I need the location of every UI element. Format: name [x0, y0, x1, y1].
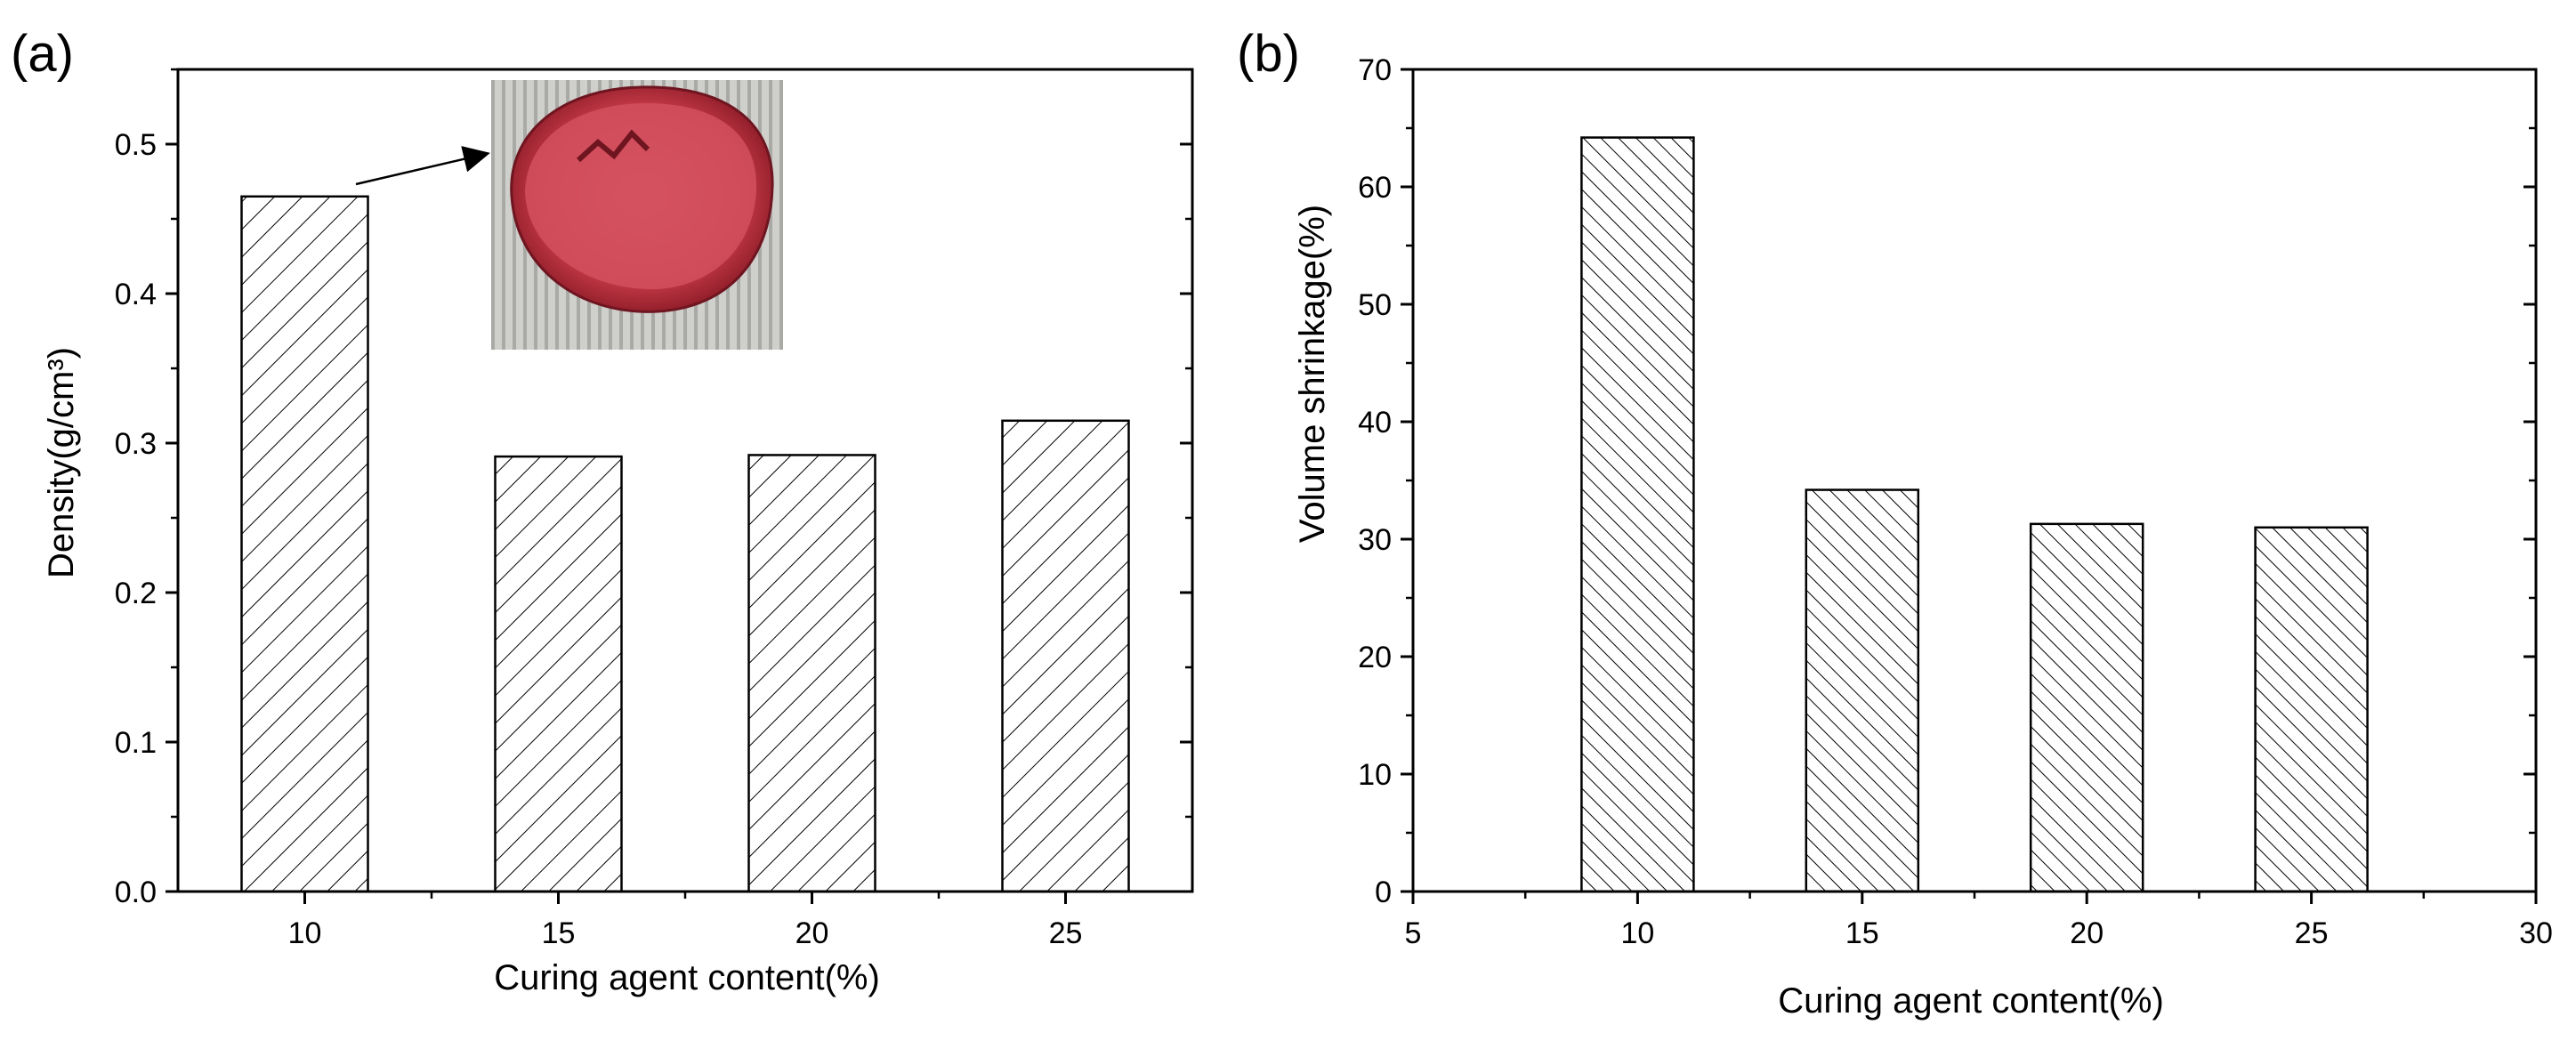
x-tick-label-b: 15: [1845, 916, 1879, 950]
bars-a: [240, 195, 1130, 893]
bar-15: [494, 455, 623, 893]
sample-crack: [576, 129, 650, 163]
bar-20: [747, 454, 876, 893]
y-axis-title-a: Density(g/cm³): [42, 347, 81, 578]
panel-a: (a) 0.0 0.1 0.2 0.3 0.4 0.5 10 15 20 25 Curing ag…: [11, 25, 1194, 997]
y-tick-label-a: 0.5: [115, 128, 157, 162]
y-axis-title-b: Volume shrinkage(%): [1293, 205, 1332, 543]
y-tick-label-b: 70: [1358, 53, 1392, 87]
bars-b: [1580, 136, 2369, 893]
x-axis-title-b: Curing agent content(%): [1778, 981, 2164, 1021]
inset-arrow: [355, 146, 490, 186]
x-tick-label-a: 20: [795, 916, 829, 950]
bar-20: [2029, 522, 2144, 893]
bar-10: [1580, 136, 1695, 893]
y-tick-label-a: 0.1: [115, 726, 157, 760]
sample-bowl-rim: [525, 102, 757, 290]
panel-label-b: (b): [1237, 25, 1300, 83]
x-tick-label-a: 25: [1049, 916, 1083, 950]
axes-a: 0.0 0.1 0.2 0.3 0.4 0.5 10 15 20 25: [115, 68, 1194, 950]
bar-15: [1805, 488, 1920, 893]
y-tick-label-b: 30: [1358, 523, 1392, 557]
y-tick-label-b: 20: [1358, 641, 1392, 674]
bar-25: [1001, 419, 1130, 893]
y-tick-label-b: 40: [1358, 406, 1392, 440]
x-tick-label-b: 20: [2070, 916, 2104, 950]
x-tick-label-b: 5: [1405, 916, 1422, 950]
y-tick-label-b: 0: [1375, 876, 1392, 909]
y-tick-label-a: 0.0: [115, 876, 157, 909]
x-tick-label-b: 25: [2295, 916, 2329, 950]
panel-label-a: (a): [11, 25, 74, 83]
x-tick-label-b: 10: [1620, 916, 1654, 950]
x-tick-label-a: 10: [288, 916, 322, 950]
y-tick-label-b: 10: [1358, 758, 1392, 792]
y-tick-label-b: 50: [1358, 288, 1392, 322]
y-tick-label-a: 0.3: [115, 427, 157, 461]
y-tick-label-b: 60: [1358, 171, 1392, 205]
y-tick-label-a: 0.4: [115, 278, 157, 311]
x-tick-label-a: 15: [542, 916, 576, 950]
inset-photo: [355, 80, 783, 350]
bar-25: [2254, 526, 2369, 893]
axes-b: 0 10 20 30 40 50 60 70 5 10 15 20 25 30: [1358, 53, 2553, 950]
x-axis-title-a: Curing agent content(%): [494, 958, 880, 997]
x-tick-label-b: 30: [2519, 916, 2553, 950]
panel-b: (b) 0 10 20 30 40 50 60 70 5 10 15 20 25 30 Curing ag…: [1237, 25, 2553, 1021]
bar-10: [240, 195, 369, 893]
y-tick-label-a: 0.2: [115, 577, 157, 610]
